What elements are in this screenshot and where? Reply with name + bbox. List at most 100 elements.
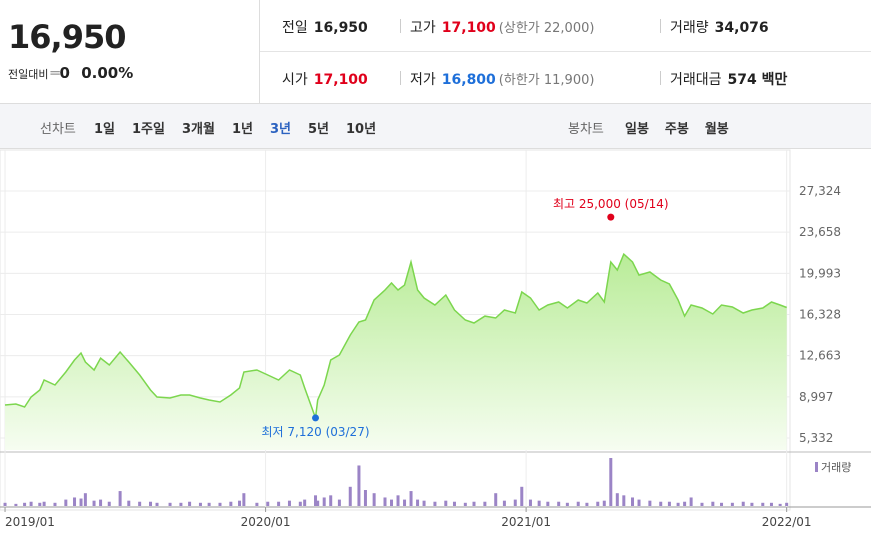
volume-bar bbox=[42, 501, 46, 506]
separator bbox=[400, 71, 401, 85]
volume-bar bbox=[266, 501, 270, 506]
quote-panel: 16,950 전일대비 ═0 0.00% 전일 16,950 고가 17,100 (상한가… bbox=[0, 0, 871, 104]
y-tick-label: 8,997 bbox=[799, 390, 833, 404]
price-line bbox=[4, 252, 787, 419]
volume-bar bbox=[596, 501, 600, 506]
volume-bar bbox=[422, 500, 426, 506]
x-tick-label: 2019/01 bbox=[5, 515, 55, 529]
volume-bar bbox=[149, 501, 153, 506]
volume-bar bbox=[494, 493, 498, 506]
volume-bar bbox=[689, 497, 693, 506]
volume-bar bbox=[730, 502, 734, 506]
tab: 봉차트 bbox=[568, 122, 604, 137]
volume-bar bbox=[207, 502, 211, 506]
volume-legend: 거래량 bbox=[821, 461, 851, 474]
field-label: 시가 bbox=[282, 72, 308, 88]
extreme-marker bbox=[607, 213, 615, 221]
volume-bar bbox=[329, 495, 333, 506]
quote-field: 거래대금 574 백만 bbox=[670, 69, 787, 89]
field-value: 34,076 bbox=[714, 20, 769, 36]
field-label: 거래대금 bbox=[670, 72, 722, 88]
flat-icon: ═ bbox=[50, 64, 60, 82]
volume-bar bbox=[528, 499, 532, 506]
tab[interactable]: 5년 bbox=[307, 122, 329, 137]
volume-bar bbox=[631, 497, 635, 506]
volume-bar bbox=[188, 501, 192, 506]
price: 16,950 bbox=[8, 18, 126, 56]
tab[interactable]: 3년 bbox=[269, 122, 291, 137]
volume-bar bbox=[648, 500, 652, 506]
volume-bar bbox=[472, 501, 476, 506]
volume-bar bbox=[127, 500, 131, 506]
volume-bar bbox=[242, 493, 246, 506]
volume-bar bbox=[303, 499, 307, 506]
field-label: 저가 bbox=[410, 72, 436, 88]
quote-row: 시가 17,100 저가 16,800 (하한가 11,900) 거래대금 574 백만 bbox=[260, 52, 871, 103]
volume-bar bbox=[83, 493, 87, 506]
volume-bar bbox=[769, 502, 773, 506]
x-tick-label: 2022/01 bbox=[762, 515, 812, 529]
change-value: 0 bbox=[59, 64, 70, 82]
volume-bar bbox=[363, 490, 367, 506]
volume-bar bbox=[444, 500, 448, 506]
tab[interactable]: 월봉 bbox=[704, 122, 729, 137]
tab[interactable]: 1년 bbox=[231, 122, 253, 137]
tab[interactable]: 일봉 bbox=[625, 122, 649, 137]
change-rate: 0.00% bbox=[81, 64, 134, 82]
volume-bar bbox=[38, 502, 42, 506]
field-value: 574 백만 bbox=[727, 72, 788, 88]
extreme-label: 최저 7,120 (03/27) bbox=[262, 425, 370, 439]
volume-bar bbox=[396, 495, 400, 506]
quote-field: 고가 17,100 (상한가 22,000) bbox=[410, 17, 594, 37]
volume-bar bbox=[409, 491, 413, 506]
volume-bar bbox=[383, 497, 387, 506]
volume-bar bbox=[565, 502, 569, 506]
tab[interactable]: 주봉 bbox=[664, 122, 689, 137]
volume-bar bbox=[64, 499, 68, 506]
volume-bar bbox=[513, 499, 517, 506]
volume-bar bbox=[537, 500, 541, 506]
tab[interactable]: 3개월 bbox=[181, 122, 215, 137]
volume-bar bbox=[372, 493, 376, 506]
y-tick-label: 19,993 bbox=[799, 266, 841, 280]
volume-bar bbox=[99, 499, 103, 506]
volume-bar bbox=[3, 502, 7, 506]
tab[interactable]: 1주일 bbox=[132, 122, 165, 137]
volume-bar bbox=[92, 500, 96, 506]
tab[interactable]: 1일 bbox=[94, 122, 116, 137]
volume-bar bbox=[179, 502, 183, 506]
volume-bar bbox=[322, 497, 326, 506]
chart-tabs: 선차트 1일 1주일 3개월 1년 3년 5년 10년 봉차트 일봉 주봉 월봉 bbox=[0, 104, 871, 149]
quote-grid: 전일 16,950 고가 17,100 (상한가 22,000) 거래량 34,076 시가 1… bbox=[260, 0, 871, 103]
volume-bar bbox=[700, 502, 704, 506]
volume-bar bbox=[168, 502, 172, 506]
volume-bar bbox=[198, 502, 202, 506]
extreme-marker bbox=[312, 414, 320, 422]
field-label: 고가 bbox=[410, 20, 436, 36]
field-value: 17,100 bbox=[441, 20, 496, 36]
volume-bar bbox=[557, 501, 561, 506]
volume-bar bbox=[546, 501, 550, 506]
volume-bar bbox=[403, 499, 407, 506]
volume-bar bbox=[53, 502, 57, 506]
volume-bar bbox=[433, 501, 437, 506]
quote-field: 전일 16,950 bbox=[282, 17, 368, 37]
y-tick-label: 27,324 bbox=[799, 184, 841, 198]
volume-bar bbox=[720, 502, 724, 506]
volume-bar bbox=[416, 499, 420, 506]
volume-bar bbox=[79, 498, 83, 506]
field-note: (상한가 22,000) bbox=[498, 21, 595, 36]
plot-frame bbox=[0, 149, 791, 511]
tab: 선차트 bbox=[40, 122, 76, 137]
volume-bar bbox=[255, 502, 259, 506]
field-value: 16,950 bbox=[313, 20, 368, 36]
volume-bar bbox=[14, 503, 18, 506]
volume-bar bbox=[277, 501, 281, 506]
volume-bar bbox=[602, 500, 606, 506]
y-tick-label: 5,332 bbox=[799, 431, 833, 445]
volume-bar bbox=[23, 502, 27, 506]
y-tick-label: 12,663 bbox=[799, 349, 841, 363]
tab[interactable]: 10년 bbox=[346, 122, 377, 137]
volume-bar bbox=[357, 465, 361, 506]
field-label: 거래량 bbox=[670, 20, 709, 36]
